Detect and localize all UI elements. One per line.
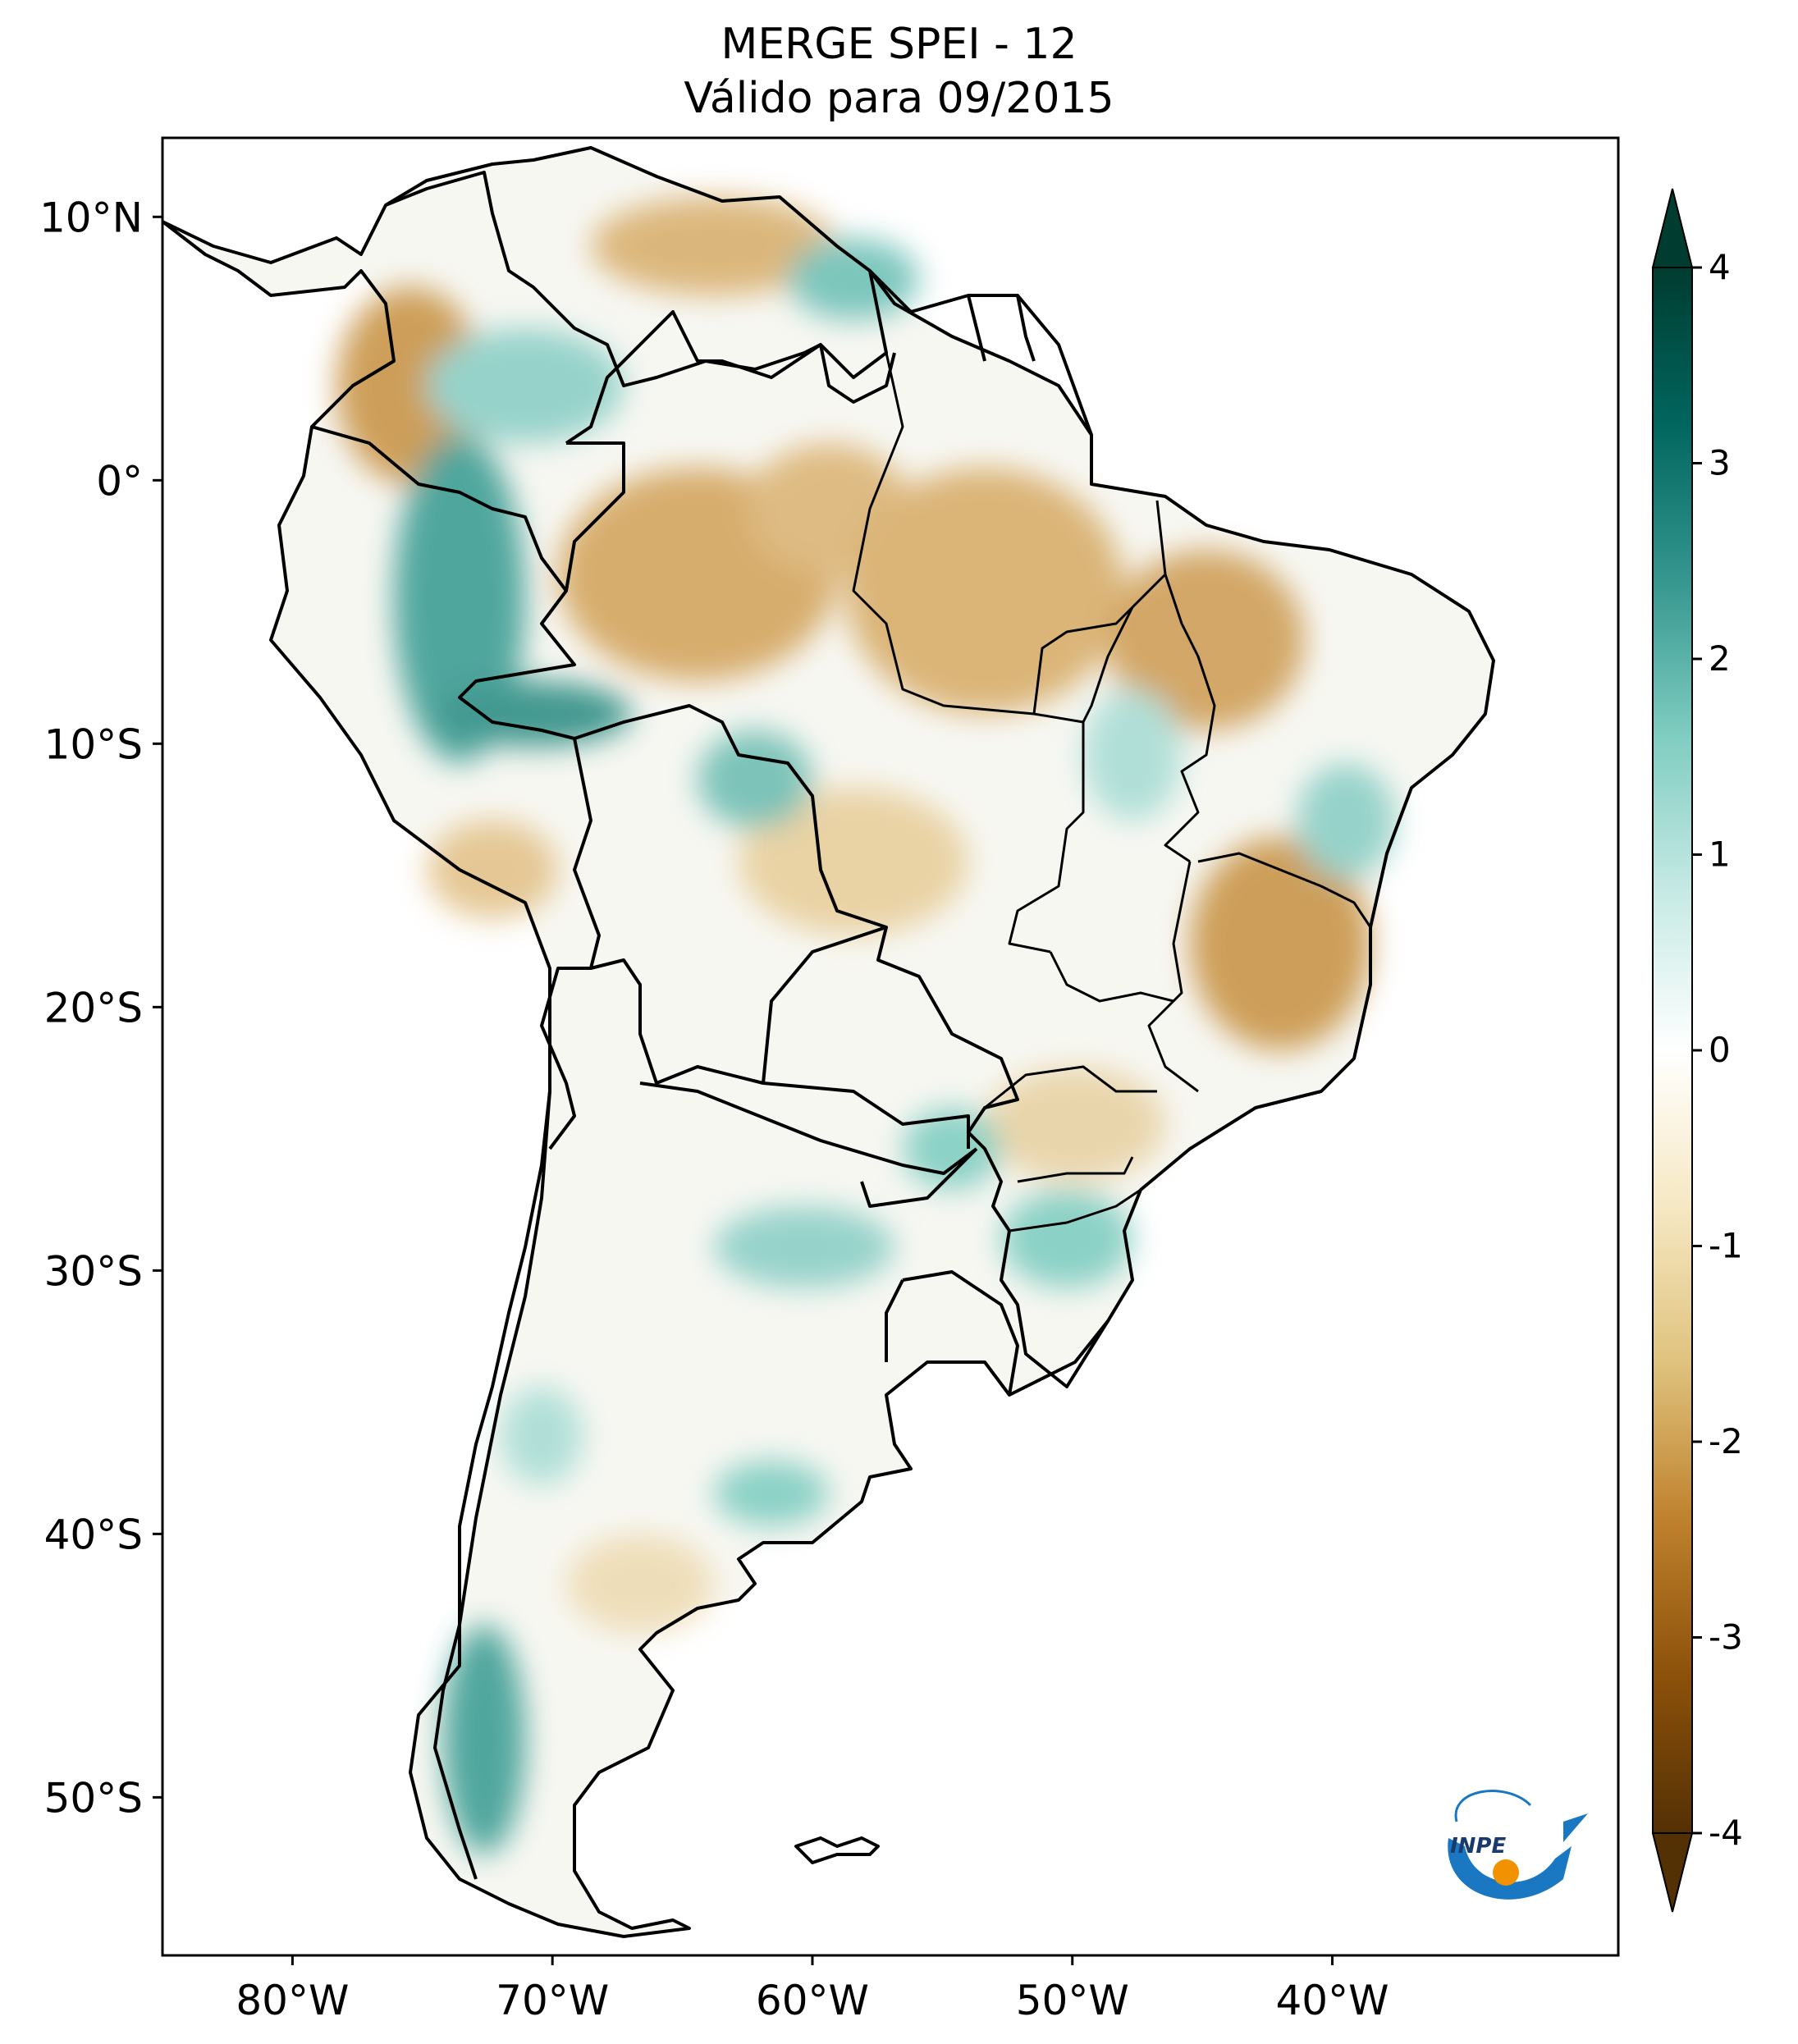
border-guianas [819, 295, 1036, 404]
dry-anomaly [739, 788, 968, 935]
colorbar-tick-label: 0 [1709, 1030, 1731, 1070]
border-andes-west [540, 738, 601, 1150]
falklands [794, 1836, 880, 1864]
wet-anomaly [788, 238, 919, 320]
map-content [162, 146, 1495, 1938]
logo-orbit-icon [1454, 1790, 1532, 1822]
lon-tick-label: 40°W [1276, 1977, 1389, 2024]
wet-anomaly [1083, 689, 1182, 821]
colorbar-tick-label: 1 [1709, 835, 1731, 875]
wet-anomaly [435, 681, 632, 747]
lon-tick-label: 60°W [756, 1977, 869, 2024]
border-argentina-chile [433, 1091, 551, 1880]
wet-anomaly [443, 1625, 525, 1854]
colorbar-ramp [1652, 267, 1693, 1834]
lon-tick-label: 80°W [236, 1977, 349, 2024]
longitude-axis: 80°W 70°W 60°W 50°W 40°W [236, 1955, 1389, 2024]
dry-anomaly [845, 468, 1124, 714]
dry-anomaly [566, 1534, 714, 1633]
lat-tick-label: 0° [96, 457, 143, 505]
wet-anomaly [501, 1387, 583, 1485]
dry-anomaly [985, 1067, 1165, 1182]
lat-tick-label: 20°S [44, 984, 143, 1031]
spei-anomaly-field [336, 197, 1395, 1854]
border-brazil-states [852, 352, 1372, 1232]
map-subtitle: Válido para 09/2015 [684, 74, 1114, 123]
logo-dot-icon [1493, 1859, 1519, 1886]
lat-tick-label: 40°S [44, 1511, 143, 1558]
lat-tick-label: 30°S [44, 1247, 143, 1295]
colorbar: -4 -3 -2 -1 0 1 2 3 4 [1651, 188, 1743, 1913]
dry-anomaly [1108, 550, 1305, 730]
wet-anomaly [1297, 763, 1395, 878]
colorbar-tick-label: 3 [1709, 443, 1731, 483]
logo-arrow-icon [1563, 1813, 1588, 1842]
inpe-logo: INPE [1448, 1790, 1588, 1900]
border-argentina-paraguay [639, 1081, 978, 1208]
border-bolivia-paraguay [590, 926, 970, 1149]
latitude-axis: 10°N 0° 10°S 20°S 30°S 40°S 50°S [39, 194, 162, 1822]
border-uruguay [885, 1270, 1019, 1396]
colorbar-tick-label: -4 [1709, 1813, 1743, 1853]
continent-coastline [162, 146, 1495, 1938]
map-title: MERGE SPEI - 12 [721, 20, 1077, 69]
lat-tick-label: 50°S [44, 1774, 143, 1822]
border-colombia-ecuador-peru [311, 425, 568, 592]
colorbar-tick-label: 2 [1709, 638, 1731, 679]
wet-anomaly [427, 328, 624, 443]
dry-anomaly [1190, 837, 1370, 1050]
colorbar-tick-label: -1 [1709, 1226, 1743, 1266]
logo-text: INPE [1450, 1834, 1506, 1859]
lat-tick-label: 10°N [39, 194, 143, 241]
wet-anomaly [698, 730, 812, 829]
wet-anomaly [714, 1206, 894, 1288]
coastline-borders [162, 146, 1495, 1938]
border-colombia-venezuela [385, 171, 821, 387]
colorbar-min-extend [1651, 1832, 1694, 1913]
wet-anomaly [1001, 1190, 1132, 1288]
lat-tick-label: 10°S [44, 720, 143, 768]
lon-tick-label: 70°W [496, 1977, 609, 2024]
dry-anomaly [427, 821, 558, 919]
wet-anomaly [394, 435, 525, 763]
colorbar-ticks: -4 -3 -2 -1 0 1 2 3 4 [1692, 247, 1743, 1853]
map-frame [161, 136, 1620, 1957]
colorbar-tick-label: 4 [1709, 247, 1731, 287]
colorbar-tick-label: -3 [1709, 1617, 1743, 1658]
colorbar-tick-label: -2 [1709, 1421, 1743, 1461]
dry-anomaly [591, 197, 837, 295]
wet-anomaly [714, 1461, 829, 1526]
colorbar-max-extend [1651, 188, 1694, 268]
dry-anomaly [336, 287, 484, 484]
lon-tick-label: 50°W [1016, 1977, 1129, 2024]
logo-swoosh-icon [1448, 1838, 1572, 1900]
